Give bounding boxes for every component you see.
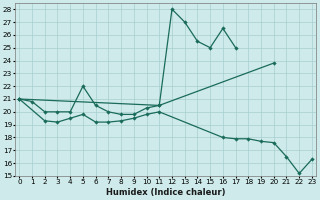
X-axis label: Humidex (Indice chaleur): Humidex (Indice chaleur) (106, 188, 225, 197)
